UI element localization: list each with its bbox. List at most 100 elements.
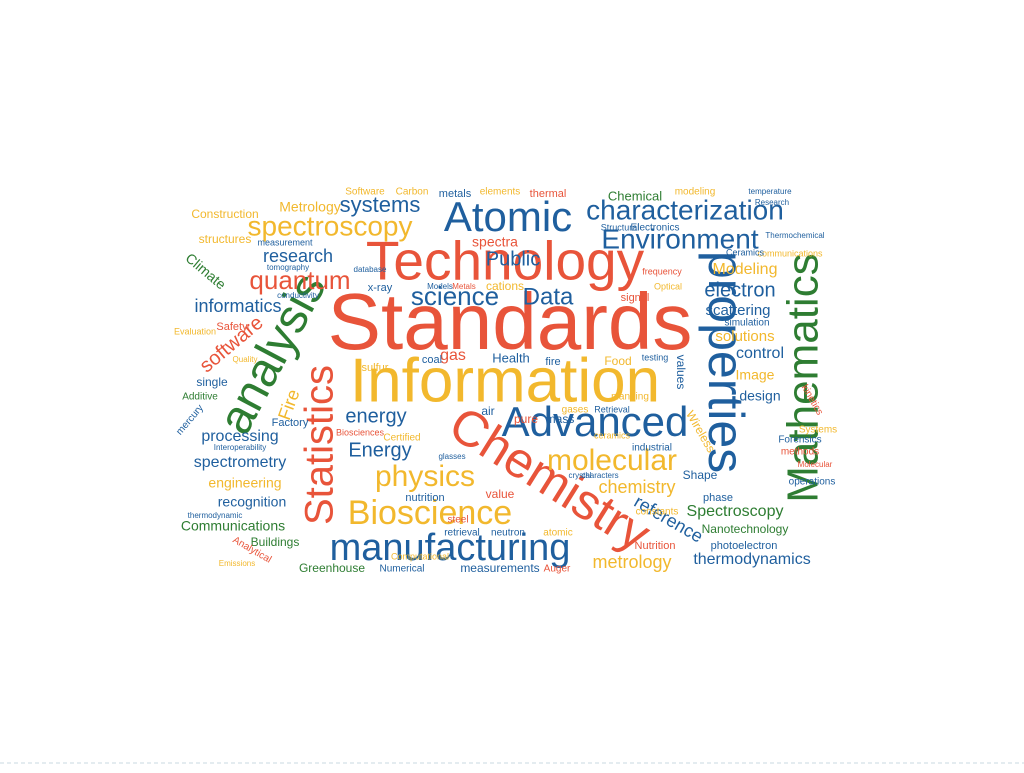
word: thermodynamic	[188, 511, 243, 520]
word: energy	[345, 405, 406, 427]
word: signal	[621, 292, 650, 304]
word: measurements	[460, 561, 539, 575]
word: Interoperability	[214, 443, 266, 452]
word: air	[481, 404, 494, 418]
word: values	[674, 355, 688, 390]
word: spectra	[472, 234, 518, 250]
word: Energy	[348, 439, 411, 461]
word: methods	[781, 447, 819, 458]
word: ceramics	[594, 430, 631, 440]
word: Nanotechnology	[702, 522, 789, 536]
word: Health	[492, 350, 530, 365]
word: Optical	[654, 281, 682, 291]
word: database	[354, 265, 387, 274]
word: Modeling	[713, 261, 778, 278]
word: Models	[427, 282, 453, 291]
word: gas	[440, 347, 466, 364]
word: Image	[736, 367, 775, 383]
word: Numerical	[379, 564, 424, 575]
word: Structural	[601, 222, 640, 232]
word: fire	[545, 356, 560, 368]
word: cations	[486, 279, 524, 293]
word: steel	[447, 515, 468, 526]
word: Retrieval	[594, 404, 630, 414]
word: thermal	[530, 188, 567, 200]
word: mass	[546, 412, 575, 426]
word: spectroscopy	[248, 210, 413, 241]
word: Software	[345, 187, 385, 198]
word: Electronics	[631, 223, 680, 234]
word: electron	[704, 279, 775, 301]
word: Ceramics	[726, 247, 765, 257]
word: neutron	[491, 528, 525, 539]
word: control	[736, 345, 784, 362]
word: Atomic	[444, 193, 572, 240]
word: single	[196, 375, 228, 389]
word: Thermochemical	[765, 231, 824, 240]
word: communications	[757, 248, 823, 258]
word: simulation	[724, 318, 769, 329]
word: engineering	[208, 475, 281, 491]
word: physics	[375, 460, 475, 493]
word: Systems	[799, 425, 837, 436]
word: Certified	[383, 433, 420, 444]
word: industrial	[632, 443, 672, 454]
word: Spectroscopy	[687, 503, 784, 520]
word: manufacturing	[330, 527, 571, 569]
word: metals	[439, 188, 472, 200]
word: informatics	[194, 296, 281, 316]
word: photoelectron	[711, 540, 778, 552]
word: scattering	[705, 302, 770, 319]
word: Additive	[182, 392, 218, 403]
word: Factory	[272, 417, 309, 429]
word: constants	[636, 507, 679, 518]
word: Buildings	[251, 535, 300, 549]
word: sulfur	[362, 362, 389, 374]
word: quantum	[249, 265, 350, 295]
word: Safety	[216, 321, 248, 333]
word: Bioscience	[348, 494, 512, 532]
word: Information	[350, 346, 660, 415]
word: Evaluation	[174, 326, 216, 336]
word: gases	[562, 405, 589, 416]
word: Research	[755, 198, 789, 207]
word: Communications	[181, 518, 285, 534]
word: Metrology	[279, 199, 340, 215]
word: measurement	[257, 237, 313, 247]
word: molecular	[547, 444, 677, 477]
word: elements	[480, 187, 521, 198]
word: Chemical	[608, 188, 662, 203]
word: processing	[201, 428, 278, 445]
word: recognition	[218, 494, 287, 510]
word: research	[263, 246, 333, 266]
word: Standards	[328, 277, 693, 366]
word: Food	[604, 354, 631, 368]
word: Forensics	[778, 435, 821, 446]
word: science	[411, 281, 499, 311]
word: characterization	[586, 194, 784, 225]
word: solutions	[715, 328, 774, 345]
word: Construction	[191, 207, 258, 221]
word: spectrometry	[194, 454, 286, 471]
word: Nutrition	[635, 540, 676, 552]
word: retrieval	[444, 528, 480, 539]
cloud-area	[178, 183, 848, 577]
word: Technology	[366, 230, 645, 292]
word: temperature	[748, 187, 792, 196]
word: Statistics	[298, 365, 342, 525]
word: metrology	[592, 552, 671, 572]
word: phase	[703, 492, 733, 504]
word: Carbon	[396, 187, 429, 198]
word: crystal	[568, 471, 591, 480]
word: modeling	[675, 187, 716, 198]
word: Molecular	[798, 460, 833, 469]
word: frequency	[642, 266, 682, 276]
word: Biosciences	[336, 427, 385, 437]
word: Shape	[683, 468, 718, 482]
word: nutrition	[405, 492, 444, 504]
word: design	[739, 388, 780, 404]
word: properties	[698, 251, 754, 473]
word: characters	[581, 471, 618, 480]
word: Environment	[601, 223, 758, 254]
